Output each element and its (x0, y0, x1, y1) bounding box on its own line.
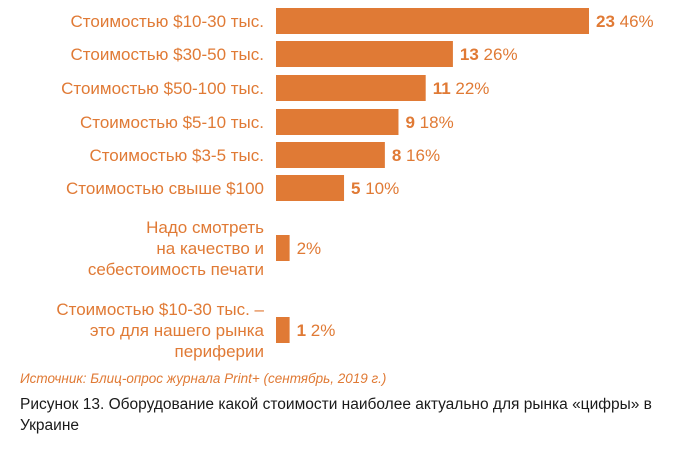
data-label-6: 5 10% (351, 179, 399, 198)
category-label-3: Стоимостью $50-100 тыс. (61, 79, 264, 98)
data-label-7: 2% (297, 239, 322, 258)
data-label-3: 11 22% (433, 79, 490, 98)
bar-1 (276, 8, 589, 34)
bar-4 (276, 109, 399, 135)
chart-source: Источник: Блиц-опрос журнала Print+ (сен… (20, 371, 387, 386)
bar-5 (276, 142, 385, 168)
category-label-4: Стоимостью $5-10 тыс. (80, 113, 264, 132)
category-label-6: Стоимостью свыше $100 (66, 179, 264, 198)
category-label-7: Надо смотреть на качество и себестоимость … (88, 218, 264, 279)
category-label-5: Стоимостью $3-5 тыс. (89, 146, 264, 165)
bar-chart: Стоимостью $10-30 тыс. 23 46% Стоимостью $… (56, 8, 654, 361)
bar-7 (276, 235, 290, 261)
data-label-2: 13 26% (460, 45, 518, 64)
category-label-2: Стоимостью $30-50 тыс. (71, 45, 264, 64)
category-label-1: Стоимостью $10-30 тыс. (71, 12, 264, 31)
data-label-1: 23 46% (596, 12, 654, 31)
bar-8 (276, 317, 290, 343)
bar-3 (276, 75, 426, 101)
category-label-8: Стоимостью $10-30 тыс. – это для нашего р… (56, 300, 264, 361)
data-label-5: 8 16% (392, 146, 440, 165)
bar-6 (276, 175, 345, 201)
data-label-8: 1 2% (297, 321, 336, 340)
data-label-4: 9 18% (405, 113, 453, 132)
bar-2 (276, 41, 453, 67)
figure-caption: Рисунок 13. Оборудование какой стоимости… (20, 396, 652, 434)
